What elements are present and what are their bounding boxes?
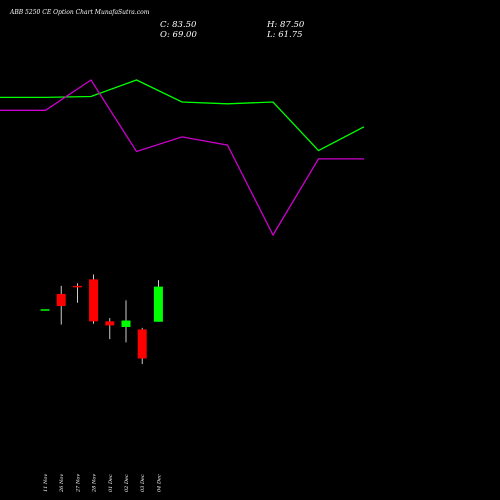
upper-band-line [0,79,365,152]
x-tick-label: 28 Nov [92,474,98,493]
close-value: C: 83.50 [160,20,197,30]
chart-title: ABB 5250 CE Option Chart MunafaSutra.com [10,9,150,16]
x-tick-label: 04 Dec [156,474,162,492]
candle-body [153,286,163,322]
candle-body [105,321,115,326]
candle-body [72,285,82,288]
x-tick-label: 11 Nov [43,474,49,492]
candle-body [89,279,99,322]
candle-body [121,320,131,327]
open-value: O: 69.00 [160,30,197,40]
high-value: H: 87.50 [267,20,305,30]
x-tick-label: 27 Nov [75,474,81,493]
candle-body [56,293,66,307]
candles-group [40,274,163,365]
candle-body [40,309,50,311]
x-tick-label: 26 Nov [59,474,65,493]
x-tick-label: 01 Dec [108,474,114,492]
x-tick-label: 02 Dec [124,474,130,492]
x-axis-labels: 11 Nov 26 Nov 27 Nov 28 Nov 01 Dec 02 Dec 03 D… [43,474,162,493]
x-tick-label: 03 Dec [140,474,146,492]
low-value: L: 61.75 [267,30,303,40]
candle-body [137,329,147,359]
lower-band-line [0,79,364,237]
